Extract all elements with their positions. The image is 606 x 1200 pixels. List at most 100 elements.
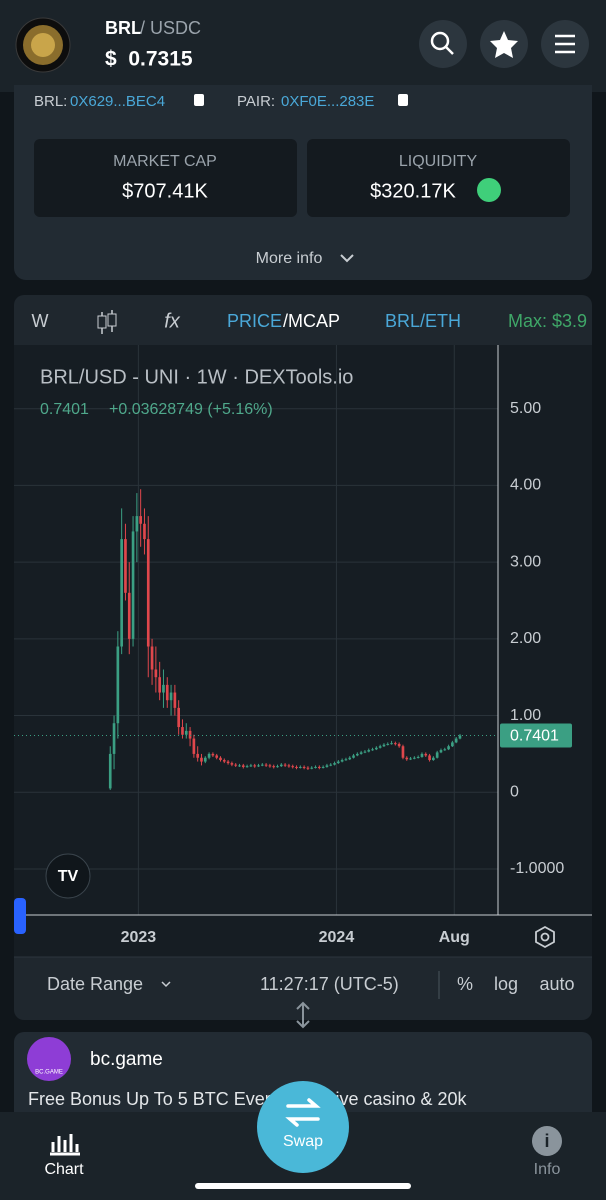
more-info[interactable]: More info bbox=[256, 250, 323, 267]
chart-tab[interactable]: Chart bbox=[44, 1134, 84, 1178]
y-tick-label: 0 bbox=[510, 783, 519, 800]
candle-body bbox=[367, 750, 371, 752]
candle-body bbox=[428, 755, 431, 761]
chevron bbox=[161, 981, 171, 988]
candle-body bbox=[454, 738, 458, 743]
candle-body bbox=[124, 539, 127, 593]
candle-body bbox=[146, 539, 150, 647]
copy-icon[interactable] bbox=[398, 94, 408, 106]
ad-logo-text: BC.GAME bbox=[35, 1070, 63, 1076]
icon bbox=[540, 932, 550, 942]
auto-toggle[interactable]: auto bbox=[539, 974, 574, 994]
indicators-button[interactable]: fx bbox=[164, 310, 181, 332]
plot: 5.00 4.00 3.00 2.00 1.00 0 -1.0000 2023 2024 Aug 0… bbox=[14, 345, 592, 946]
candle-body bbox=[249, 765, 253, 767]
price-tag-label: 0.7401 bbox=[510, 728, 559, 745]
candle-body bbox=[207, 753, 211, 758]
tradingview-logo[interactable] bbox=[45, 853, 91, 899]
edge-mask bbox=[592, 300, 606, 340]
icon bbox=[555, 34, 575, 54]
info-tab-label: Info bbox=[534, 1161, 561, 1178]
percent-toggle[interactable]: % bbox=[457, 974, 473, 994]
candle-body bbox=[291, 766, 295, 768]
y-tick-label: 1.00 bbox=[510, 707, 541, 724]
y-tick-label: 5.00 bbox=[510, 400, 541, 417]
candle-body bbox=[314, 766, 317, 768]
icon bbox=[97, 315, 107, 329]
candle-body bbox=[188, 730, 192, 739]
candle-body bbox=[371, 749, 374, 751]
candle-body bbox=[215, 755, 219, 758]
price-change: +0.03628749 (+5.16%) bbox=[109, 401, 273, 418]
date-range[interactable]: Date Range bbox=[47, 974, 143, 994]
candle-body bbox=[150, 646, 154, 670]
candle-body bbox=[416, 756, 420, 758]
icon bbox=[535, 925, 555, 949]
candle-body bbox=[283, 764, 287, 766]
market-cap-value: $707.41K bbox=[122, 180, 208, 202]
settings-icon[interactable] bbox=[535, 925, 555, 949]
candle-body bbox=[329, 764, 333, 766]
candle-body bbox=[340, 760, 344, 762]
candle-body bbox=[356, 753, 359, 756]
candle-body bbox=[241, 765, 245, 767]
candle-body bbox=[268, 765, 272, 767]
icon bbox=[490, 31, 518, 58]
swap-button[interactable]: Swap bbox=[257, 1081, 349, 1173]
menu-button[interactable] bbox=[541, 20, 589, 68]
candle-body bbox=[181, 727, 184, 735]
candle-body bbox=[116, 646, 120, 724]
quote-symbol: / USDC bbox=[140, 18, 201, 38]
candle-body bbox=[234, 764, 238, 766]
pair-address[interactable]: 0XF0E...283E bbox=[281, 93, 374, 110]
market-cap-box bbox=[34, 139, 297, 217]
icon bbox=[430, 31, 450, 51]
icon: i bbox=[544, 1131, 549, 1151]
candle-body bbox=[333, 763, 336, 765]
candle-body bbox=[177, 707, 181, 728]
mcap-toggle[interactable]: /MCAP bbox=[283, 311, 340, 331]
candle-body bbox=[310, 767, 314, 769]
resize-handle[interactable] bbox=[296, 1001, 310, 1029]
chart-tab-label: Chart bbox=[44, 1161, 84, 1178]
candle-body bbox=[169, 692, 173, 701]
info-card bbox=[14, 85, 592, 280]
candle-body bbox=[211, 753, 215, 756]
clock: 11:27:17 (UTC-5) bbox=[260, 974, 399, 994]
candle-body bbox=[451, 742, 454, 747]
candle-body bbox=[131, 531, 135, 639]
token-logo-core bbox=[31, 33, 55, 57]
candle-body bbox=[378, 746, 382, 748]
candle-body bbox=[264, 764, 268, 766]
copy-icon[interactable] bbox=[194, 94, 204, 106]
ad-logo bbox=[27, 1037, 71, 1081]
candle-body bbox=[276, 766, 279, 768]
icon bbox=[532, 1126, 562, 1156]
token-address[interactable]: 0X629...BEC4 bbox=[70, 93, 165, 110]
candle-type-button[interactable] bbox=[97, 310, 117, 334]
candle-body bbox=[386, 743, 390, 745]
interval[interactable]: W bbox=[32, 311, 49, 331]
candle-body bbox=[458, 735, 462, 739]
search-button[interactable] bbox=[419, 20, 467, 68]
side-toggle[interactable] bbox=[14, 898, 26, 934]
candle-body bbox=[359, 752, 363, 754]
candle-body bbox=[397, 743, 401, 747]
price-toggle[interactable]: PRICE bbox=[227, 311, 282, 331]
pair-label: PAIR: bbox=[237, 93, 275, 110]
candle-body bbox=[139, 516, 142, 524]
candle-body bbox=[443, 749, 447, 751]
candle-body bbox=[363, 751, 367, 753]
favorite-button[interactable] bbox=[480, 20, 528, 68]
last-price: 0.7401 bbox=[40, 401, 89, 418]
ad-name: bc.game bbox=[90, 1049, 163, 1070]
candle-body bbox=[352, 755, 355, 758]
candle-body bbox=[108, 753, 112, 789]
candle-body bbox=[344, 759, 348, 761]
candle-body bbox=[192, 738, 196, 754]
candle-body bbox=[432, 757, 435, 761]
pair-toggle[interactable]: BRL/ETH bbox=[385, 311, 461, 331]
log-toggle[interactable]: log bbox=[494, 974, 518, 994]
info-tab[interactable]: i Info bbox=[532, 1126, 562, 1178]
